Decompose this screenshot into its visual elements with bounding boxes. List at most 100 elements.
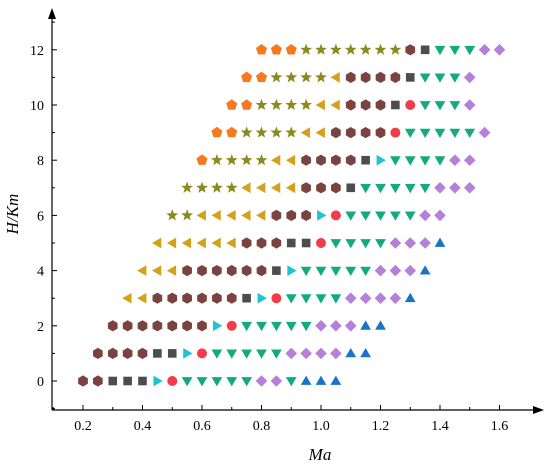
marker-triangle-left xyxy=(137,265,147,276)
marker-hexagon xyxy=(375,127,386,139)
marker-hexagon xyxy=(301,209,311,221)
marker-triangle-left xyxy=(270,182,281,194)
marker-triangle-left xyxy=(241,210,251,221)
marker-hexagon xyxy=(286,209,297,221)
x-tick-label: 1.6 xyxy=(491,419,509,434)
marker-triangle-up xyxy=(434,237,446,247)
marker-hexagon xyxy=(212,292,222,304)
marker-diamond xyxy=(374,264,387,277)
marker-triangle-down xyxy=(241,349,252,359)
marker-hexagon xyxy=(331,127,341,139)
marker-triangle-left xyxy=(151,265,162,276)
marker-triangle-down xyxy=(300,294,312,304)
marker-pentagon xyxy=(285,44,297,55)
marker-hexagon xyxy=(197,320,207,332)
marker-triangle-left xyxy=(166,237,177,249)
marker-star xyxy=(255,98,268,111)
marker-star xyxy=(285,126,298,138)
marker-star xyxy=(344,43,357,55)
marker-diamond xyxy=(389,292,402,304)
y-tick-label: 2 xyxy=(37,320,44,335)
marker-triangle-down xyxy=(419,73,431,83)
marker-hexagon xyxy=(167,292,178,304)
marker-hexagon xyxy=(107,320,118,332)
tick-labels: 0.2 0.4 0.6 0.8 1.0 1.2 1.4 1.6 0 2 4 6 8 10 12 xyxy=(30,44,508,434)
marker-circle xyxy=(330,210,341,221)
marker-hexagon xyxy=(137,320,148,332)
marker-triangle-left xyxy=(196,210,206,221)
marker-triangle-left xyxy=(270,154,281,166)
marker-square xyxy=(301,238,311,248)
marker-triangle-down xyxy=(285,321,297,332)
marker-triangle-up xyxy=(315,375,327,385)
marker-hexagon xyxy=(331,154,341,166)
marker-triangle-up xyxy=(404,292,416,303)
marker-square xyxy=(167,349,177,358)
marker-diamond xyxy=(449,182,461,194)
marker-triangle-down xyxy=(256,321,267,332)
marker-triangle-right xyxy=(153,375,163,387)
marker-triangle-down xyxy=(390,211,401,221)
data-points xyxy=(78,43,506,387)
marker-star xyxy=(315,43,327,55)
marker-square xyxy=(286,238,296,248)
marker-circle xyxy=(167,376,178,386)
marker-hexagon xyxy=(182,292,192,304)
y-tick-label: 4 xyxy=(37,265,44,280)
marker-hexagon xyxy=(405,44,416,56)
marker-triangle-left xyxy=(226,210,236,221)
marker-hexagon xyxy=(122,320,133,332)
marker-triangle-down xyxy=(404,128,416,138)
marker-triangle-left xyxy=(137,292,147,304)
marker-triangle-down xyxy=(345,266,357,276)
marker-triangle-down xyxy=(226,377,238,387)
x-tick-label: 0.4 xyxy=(134,419,152,434)
marker-square xyxy=(138,376,147,386)
marker-triangle-left xyxy=(166,265,177,276)
marker-hexagon xyxy=(93,347,103,359)
marker-square xyxy=(405,73,415,82)
marker-hexagon xyxy=(226,265,237,277)
marker-triangle-up xyxy=(375,320,386,330)
marker-star xyxy=(240,126,253,138)
marker-diamond xyxy=(344,292,357,304)
marker-diamond xyxy=(419,209,431,222)
marker-triangle-down xyxy=(434,156,446,166)
marker-triangle-down xyxy=(360,183,371,194)
marker-hexagon xyxy=(137,347,148,359)
marker-pentagon xyxy=(255,44,268,55)
x-tick-label: 0.2 xyxy=(74,419,92,434)
marker-triangle-down xyxy=(390,183,401,194)
marker-star xyxy=(210,154,223,166)
marker-hexagon xyxy=(182,320,192,332)
marker-hexagon xyxy=(107,347,118,359)
marker-hexagon xyxy=(375,99,386,111)
marker-diamond xyxy=(404,237,417,249)
marker-diamond xyxy=(434,209,446,222)
marker-triangle-down xyxy=(300,266,312,276)
marker-star xyxy=(240,154,253,166)
marker-triangle-down xyxy=(345,211,357,221)
marker-triangle-up xyxy=(345,348,357,358)
marker-diamond xyxy=(463,71,476,84)
marker-square xyxy=(420,45,430,55)
x-tick-label: 1.2 xyxy=(372,419,390,434)
marker-square xyxy=(391,100,400,110)
marker-pentagon xyxy=(241,99,253,110)
marker-hexagon xyxy=(226,292,237,304)
marker-pentagon xyxy=(255,71,268,83)
marker-triangle-down xyxy=(211,349,223,359)
x-tick-label: 1.4 xyxy=(431,419,449,434)
marker-diamond xyxy=(359,292,372,304)
marker-triangle-down xyxy=(375,211,386,221)
marker-hexagon xyxy=(197,265,207,277)
marker-diamond xyxy=(389,237,402,249)
marker-star xyxy=(270,71,283,83)
marker-triangle-left xyxy=(315,127,325,138)
marker-pentagon xyxy=(241,71,253,83)
marker-triangle-down xyxy=(464,45,476,56)
marker-hexagon xyxy=(316,182,326,194)
marker-triangle-down xyxy=(449,128,461,138)
marker-triangle-down xyxy=(256,349,267,359)
marker-circle xyxy=(390,127,401,138)
